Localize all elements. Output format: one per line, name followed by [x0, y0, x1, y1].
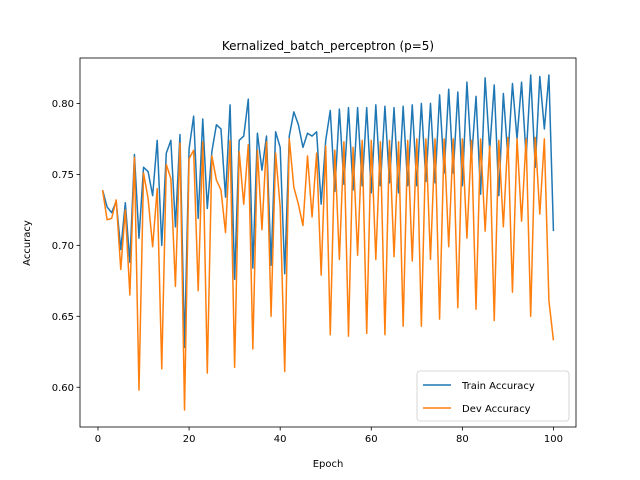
- y-axis-ticks: 0.60 0.65 0.70 0.75 0.80: [52, 99, 80, 394]
- x-axis-label: Epoch: [313, 459, 344, 470]
- chart-title: Kernalized_batch_perceptron (p=5): [222, 39, 434, 53]
- series-line-train-accuracy: [101, 74, 555, 349]
- series-line-dev-accuracy: [101, 136, 555, 411]
- y-tick-label: 0.75: [52, 170, 74, 181]
- x-tick-label: 40: [274, 434, 287, 445]
- legend-box: [416, 370, 570, 422]
- legend: Train Accuracy Dev Accuracy: [416, 370, 570, 422]
- x-tick-label: 60: [365, 434, 378, 445]
- y-tick-label: 0.70: [52, 241, 74, 252]
- y-tick-label: 0.80: [52, 99, 74, 110]
- y-tick-label: 0.60: [52, 383, 74, 394]
- legend-label-train: Train Accuracy: [461, 381, 535, 392]
- x-tick-label: 80: [456, 434, 469, 445]
- y-axis-label: Accuracy: [22, 220, 33, 266]
- series-layer: [101, 74, 555, 411]
- x-tick-label: 100: [544, 434, 563, 445]
- x-axis-ticks: 0 20 40 60 80 100: [95, 427, 563, 445]
- plot-frame: [79, 57, 577, 428]
- y-tick-label: 0.65: [52, 312, 74, 323]
- x-tick-label: 20: [183, 434, 196, 445]
- x-tick-label: 0: [95, 434, 101, 445]
- legend-label-dev: Dev Accuracy: [462, 404, 531, 415]
